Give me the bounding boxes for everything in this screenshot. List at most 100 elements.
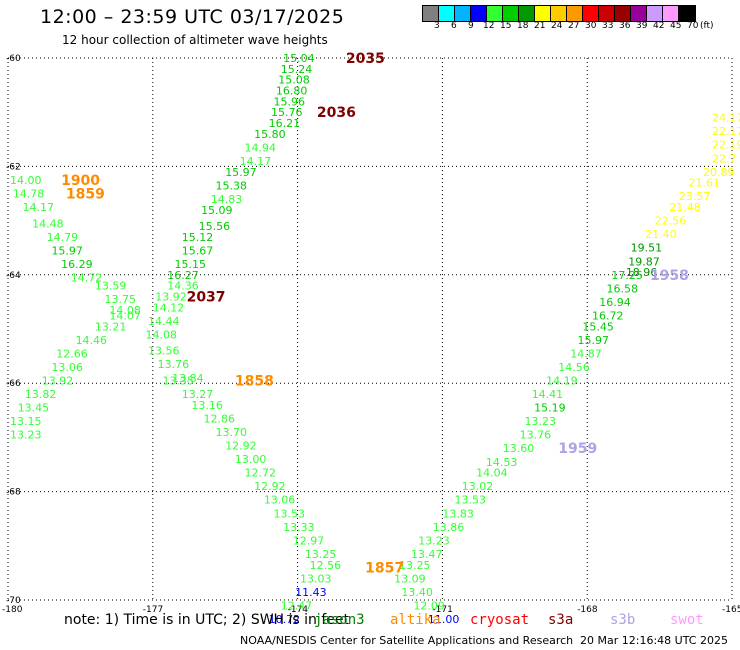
- wave-height-value: 13.25: [399, 559, 431, 572]
- wave-height-value: 19.87: [628, 255, 660, 268]
- x-tick-label: -174: [288, 605, 309, 615]
- colorbar-label: 21: [534, 21, 546, 31]
- colorbar-label: 15: [500, 21, 512, 31]
- y-tick-label: -66: [6, 379, 21, 389]
- colorbar-swatch: [679, 6, 695, 21]
- wave-height-value: 13.53: [273, 507, 305, 520]
- colorbar-label: 39: [636, 21, 648, 31]
- wave-height-value: 13.83: [442, 507, 474, 520]
- pass-time-label: 1858: [235, 373, 274, 389]
- generated-timestamp: 20 Mar 12:16:48 UTC 2025: [580, 634, 728, 647]
- wave-height-value: 16.72: [592, 309, 624, 322]
- wave-height-value: 15.04: [283, 52, 315, 65]
- wave-height-value: 14.08: [146, 328, 178, 341]
- wave-height-value: 12.97: [293, 534, 325, 547]
- x-tick-label: -177: [143, 605, 163, 615]
- colorbar-swatch: [503, 6, 519, 21]
- wave-height-value: 15.97: [578, 334, 610, 347]
- wave-height-value: 10.72: [269, 613, 301, 626]
- wave-height-value: 13.75: [105, 293, 136, 306]
- x-tick-label: -165: [722, 605, 740, 615]
- legend-item-jason3: jason3: [314, 612, 365, 628]
- wave-height-value: 21.40: [645, 228, 677, 241]
- wave-height-value: 13.92: [155, 290, 187, 303]
- wave-height-value: 16.94: [599, 296, 631, 309]
- map-subtitle: 12 hour collection of altimeter wave hei…: [62, 33, 328, 47]
- wave-height-value: 15.67: [182, 244, 214, 257]
- credit-text: NOAA/NESDIS Center for Satellite Applica…: [240, 634, 574, 647]
- legend-item-s3a: s3a: [548, 612, 574, 628]
- pass-time-label: 2035: [346, 51, 385, 67]
- wave-height-value: 11.43: [295, 586, 327, 599]
- wave-height-value: 14.17: [22, 201, 54, 214]
- wave-height-value: 14.72: [71, 272, 103, 285]
- colorbar-swatch: [599, 6, 615, 21]
- wave-height-value: 14.04: [476, 467, 508, 480]
- legend-item-s3b: s3b: [610, 612, 636, 628]
- wave-height-value: 14.12: [153, 301, 185, 314]
- wave-height-value: 16.29: [61, 258, 93, 271]
- pass-time-label: 1859: [66, 187, 105, 203]
- wave-height-value: 13.59: [95, 280, 127, 293]
- wave-height-value: 13.25: [305, 548, 337, 561]
- wave-height-value: 13.47: [411, 548, 443, 561]
- wave-height-value: 16.21: [269, 117, 301, 130]
- wave-height-value: 15.24: [281, 63, 313, 76]
- colorbar-swatch: [663, 6, 679, 21]
- wave-height-value: 17.25: [611, 269, 643, 282]
- wave-height-value: 23.57: [679, 190, 711, 203]
- wave-height-value: 16.27: [167, 269, 199, 282]
- wave-height-value: 15.12: [182, 231, 214, 244]
- wave-height-value: 13.16: [191, 399, 223, 412]
- colorbar-label: 6: [451, 21, 457, 31]
- wave-height-value: 14.78: [13, 188, 45, 201]
- colorbar-swatch: [631, 6, 647, 21]
- axis-ticks: -180 -177 -174 -171 -168 -165 -60 -62 -64 -66 -68 -…: [2, 54, 740, 615]
- pass-time-label: 2037: [187, 289, 226, 305]
- wave-height-value: 15.76: [271, 106, 303, 119]
- legend-item-swot: swot: [670, 612, 704, 628]
- colorbar-swatch: [647, 6, 663, 21]
- colorbar-label: 45: [670, 21, 682, 31]
- wave-height-value: 12.47: [281, 599, 313, 612]
- wave-height-value: 13.03: [300, 572, 332, 585]
- y-tick-label: -64: [6, 271, 21, 281]
- wave-height-value: 15.97: [225, 166, 257, 179]
- pass-time-label: 1857: [365, 560, 404, 576]
- x-tick-label: -180: [2, 605, 23, 615]
- colorbar-swatch: [551, 6, 567, 21]
- y-tick-label: -60: [6, 54, 21, 64]
- x-tick-label: -168: [577, 605, 598, 615]
- colorbar-swatch: [583, 6, 599, 21]
- colorbar-label: 36: [619, 21, 631, 31]
- pass-time-label: 2036: [317, 105, 356, 121]
- wave-height-value: 13.27: [182, 388, 214, 401]
- colorbar-swatch: [439, 6, 455, 21]
- colorbar-label: 24: [551, 21, 563, 31]
- wave-height-value: 19.51: [631, 242, 663, 255]
- colorbar-swatch: [567, 6, 583, 21]
- colorbar-swatch: [455, 6, 471, 21]
- colorbar-swatch: [487, 6, 503, 21]
- wave-height-value: 12.09: [413, 599, 445, 612]
- pass-time-label: 1900: [61, 173, 100, 189]
- wave-height-value: 13.23: [10, 429, 42, 442]
- wave-height-value: 14.94: [245, 141, 276, 154]
- colorbar-label: 27: [568, 21, 580, 31]
- wave-height-value: 13.86: [433, 521, 465, 534]
- wave-height-value: 14.44: [148, 315, 180, 328]
- wave-height-value: 14.07: [109, 309, 141, 322]
- wave-height-value: 12.92: [225, 440, 257, 453]
- wave-height-value: 15.45: [582, 320, 614, 333]
- wave-height-value: 13.53: [454, 494, 486, 507]
- colorbar-swatch: [615, 6, 631, 21]
- wave-height-value: 11.00: [428, 613, 460, 626]
- wave-height-value: 22.7: [712, 152, 737, 165]
- y-tick-label: -62: [6, 162, 21, 172]
- x-tick-label: -171: [432, 605, 452, 615]
- wave-height-value: 15.09: [201, 204, 233, 217]
- wave-height-value: 14.36: [167, 280, 199, 293]
- wave-height-value: 13.82: [25, 388, 57, 401]
- wave-height-value: 15.38: [216, 179, 248, 192]
